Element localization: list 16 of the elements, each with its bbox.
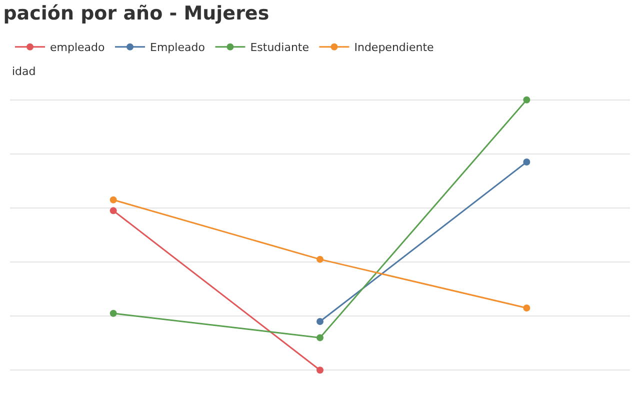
chart-title: pación por año - Mujeres <box>3 2 270 24</box>
point <box>316 318 324 325</box>
point <box>316 334 324 342</box>
point <box>110 310 117 317</box>
legend-label: Estudiante <box>250 41 310 54</box>
point <box>110 207 117 214</box>
point <box>523 304 530 312</box>
point <box>316 366 324 374</box>
legend-label: Independiente <box>354 41 434 54</box>
y-axis-title: idad <box>12 65 36 78</box>
legend-label: empleado <box>50 41 106 54</box>
point <box>316 256 324 263</box>
point <box>523 96 530 104</box>
point <box>523 158 530 166</box>
point <box>110 196 117 204</box>
legend-label: Empleado <box>150 41 206 54</box>
